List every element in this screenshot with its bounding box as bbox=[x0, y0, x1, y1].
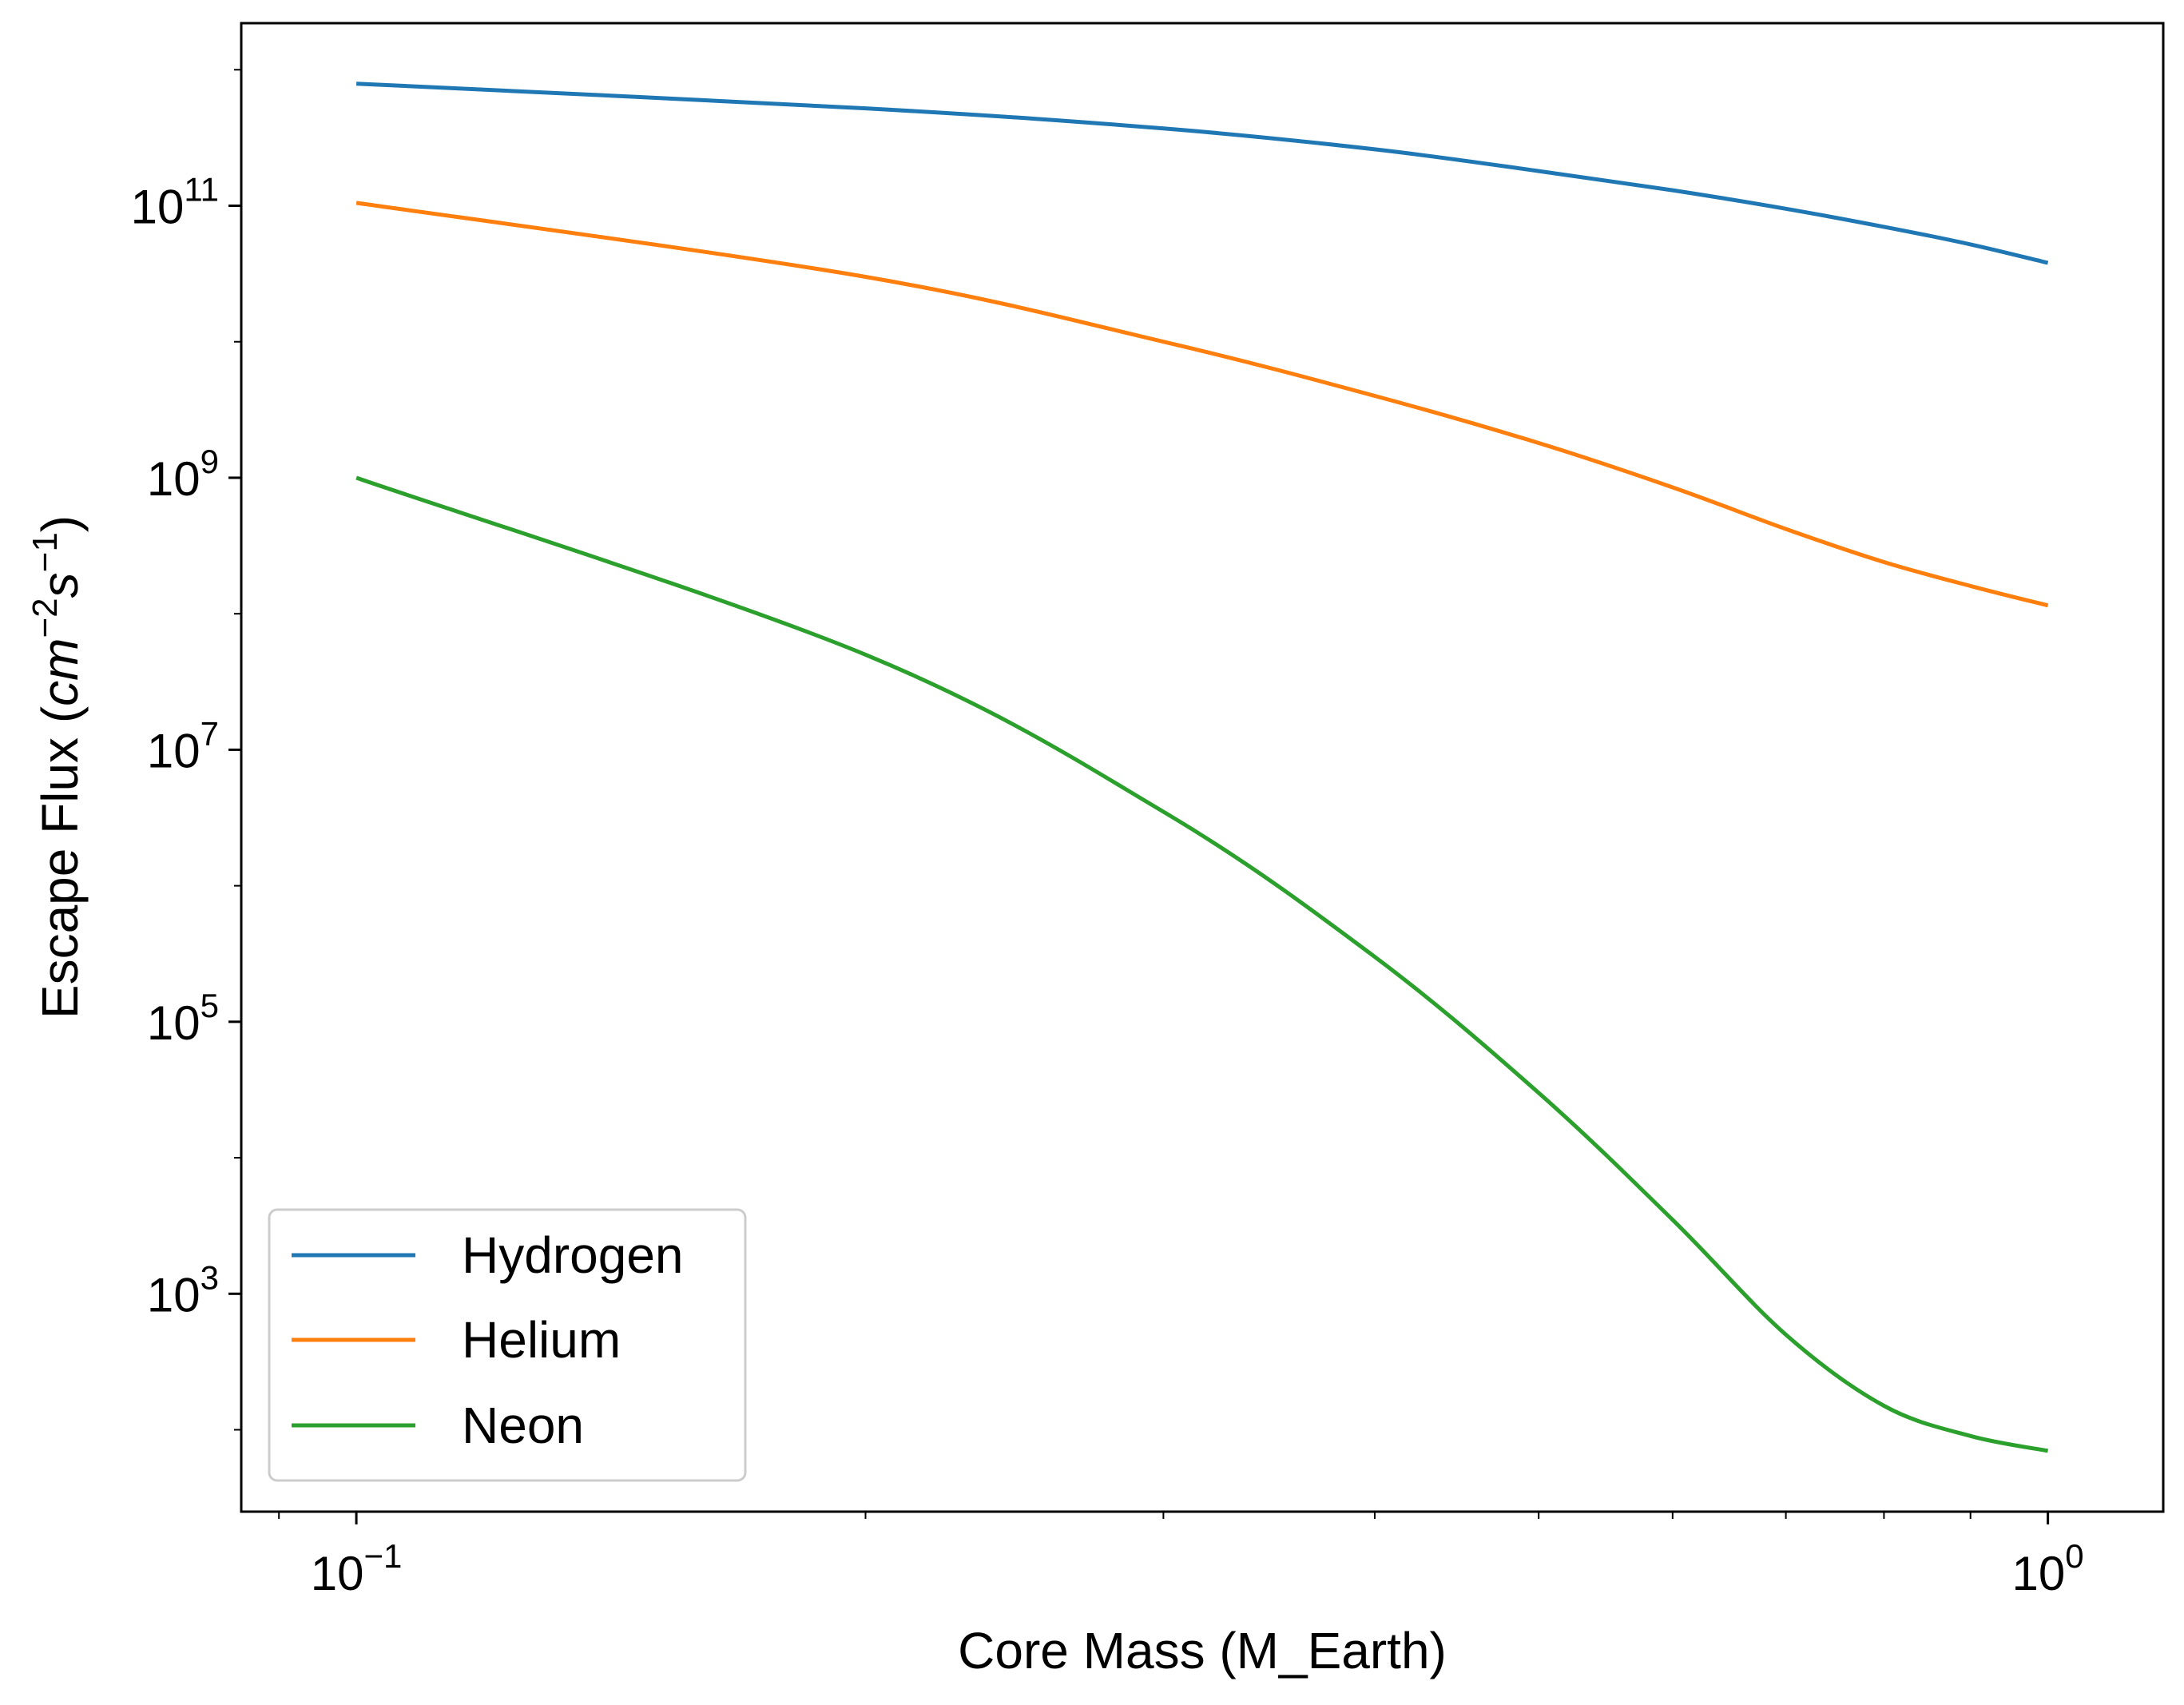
legend-label-neon: Neon bbox=[462, 1397, 584, 1454]
y-axis-label: Escape Flux (cm−2s−1) bbox=[26, 515, 89, 1019]
y-tick-label: 1011 bbox=[131, 171, 219, 234]
x-axis-label: Core Mass (M_Earth) bbox=[958, 1622, 1447, 1679]
y-tick-label: 109 bbox=[147, 443, 219, 506]
series-line-helium bbox=[355, 201, 2049, 608]
x-axis-ticks: 10−1 100 bbox=[278, 1512, 2084, 1600]
legend-frame bbox=[268, 1208, 747, 1482]
x-tick-label: 100 bbox=[2012, 1537, 2084, 1600]
y-tick-label: 107 bbox=[147, 714, 219, 777]
legend: Hydrogen Helium Neon bbox=[268, 1208, 747, 1482]
series-line-hydrogen bbox=[355, 81, 2049, 265]
series-line-neon bbox=[355, 475, 2049, 1453]
y-axis-ticks: 103 105 107 109 1011 bbox=[131, 69, 241, 1431]
legend-label-hydrogen: Hydrogen bbox=[462, 1226, 684, 1284]
y-tick-label: 105 bbox=[147, 987, 219, 1050]
x-tick-label: 10−1 bbox=[311, 1537, 403, 1600]
y-tick-label: 103 bbox=[147, 1258, 219, 1321]
series-lines bbox=[355, 81, 2049, 1453]
legend-label-helium: Helium bbox=[462, 1311, 621, 1369]
